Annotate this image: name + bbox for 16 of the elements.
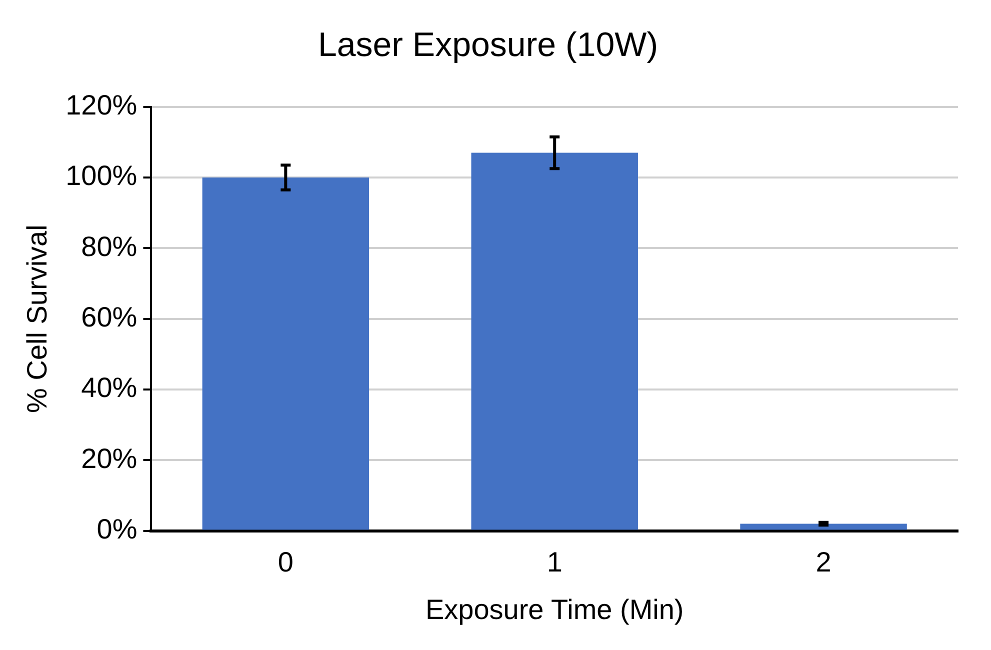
- x-tick-label: 1: [546, 546, 562, 578]
- y-tick-label: 100%: [66, 160, 138, 192]
- x-tick-label: 2: [816, 546, 832, 578]
- x-axis-title: Exposure Time (Min): [425, 594, 684, 625]
- bar: [471, 152, 638, 530]
- bar: [740, 524, 907, 530]
- bar: [202, 177, 370, 530]
- y-axis-title: % Cell Survival: [22, 224, 53, 413]
- y-tick-label: 40%: [81, 372, 138, 404]
- y-tick-label: 80%: [81, 230, 138, 262]
- y-tick-label: 60%: [81, 302, 138, 333]
- y-tick-label: 20%: [81, 442, 138, 474]
- x-tick-label: 0: [278, 546, 294, 578]
- y-tick-label: 0%: [96, 514, 138, 545]
- chart-title: Laser Exposure (10W): [318, 26, 658, 64]
- y-tick-label: 120%: [66, 90, 138, 121]
